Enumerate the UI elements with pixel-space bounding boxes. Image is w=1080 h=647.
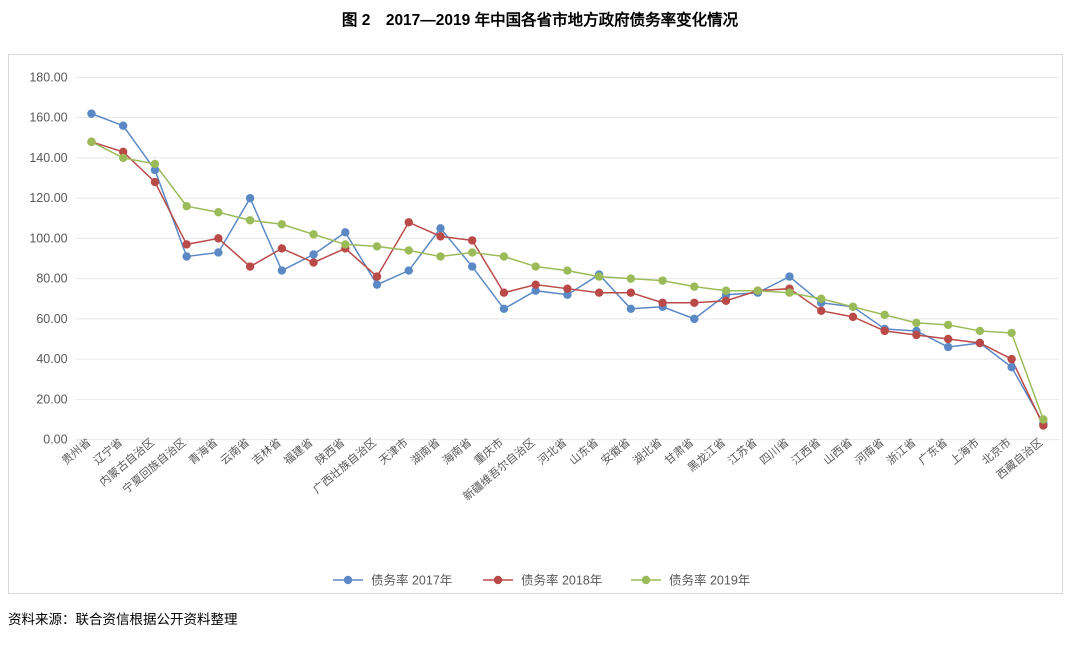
svg-text:180.00: 180.00 (29, 70, 67, 84)
svg-text:120.00: 120.00 (29, 191, 67, 205)
svg-text:债务率 2017年: 债务率 2017年 (371, 573, 452, 588)
svg-text:江西省: 江西省 (789, 436, 823, 468)
svg-text:江苏省: 江苏省 (726, 436, 760, 468)
svg-text:山西省: 山西省 (821, 436, 855, 468)
svg-text:100.00: 100.00 (29, 231, 67, 245)
svg-text:债务率 2019年: 债务率 2019年 (669, 573, 750, 588)
svg-text:山东省: 山东省 (567, 436, 601, 468)
svg-text:河北省: 河北省 (535, 436, 569, 468)
svg-text:云南省: 云南省 (218, 436, 252, 468)
svg-text:广东省: 广东省 (916, 436, 950, 468)
svg-text:80.00: 80.00 (36, 272, 67, 286)
svg-text:浙江省: 浙江省 (884, 436, 918, 468)
svg-text:四川省: 四川省 (757, 436, 791, 468)
svg-text:40.00: 40.00 (36, 352, 67, 366)
svg-text:债务率 2018年: 债务率 2018年 (521, 573, 602, 588)
svg-text:20.00: 20.00 (36, 392, 67, 406)
svg-text:160.00: 160.00 (29, 111, 67, 125)
svg-text:0.00: 0.00 (43, 433, 67, 447)
svg-text:140.00: 140.00 (29, 151, 67, 165)
svg-text:60.00: 60.00 (36, 312, 67, 326)
svg-text:河南省: 河南省 (853, 436, 887, 468)
